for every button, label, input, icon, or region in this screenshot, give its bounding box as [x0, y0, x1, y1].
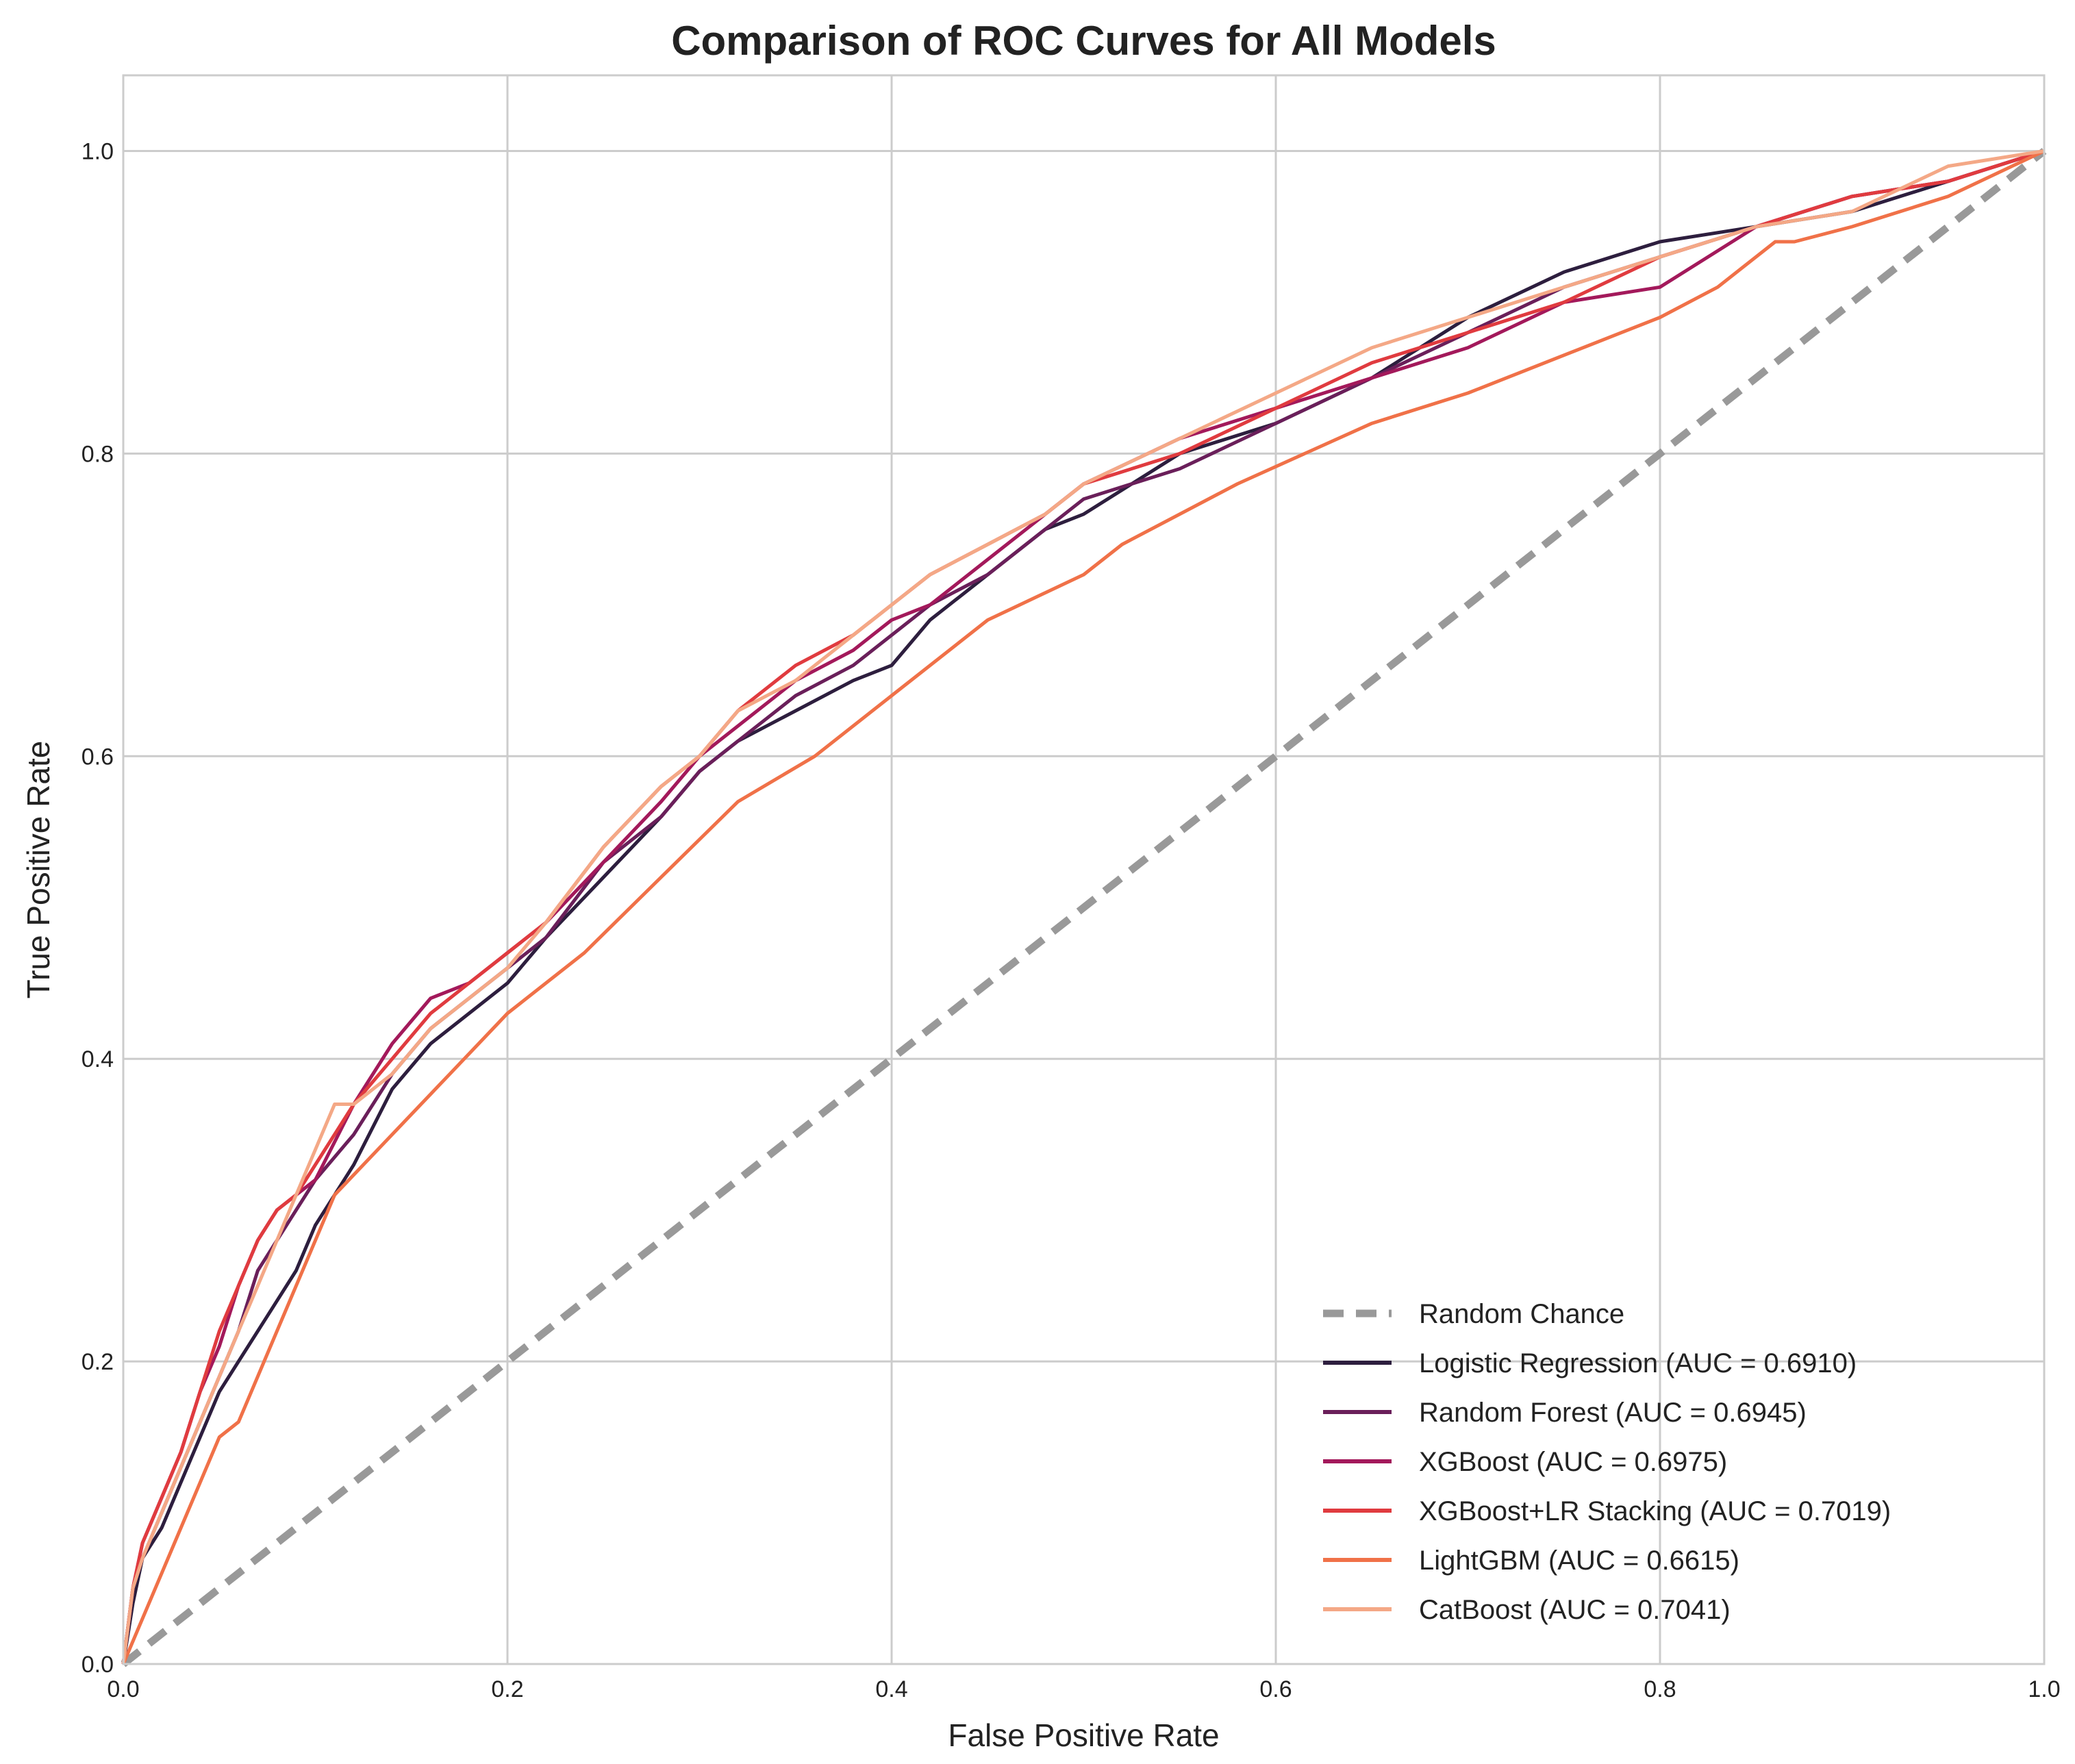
series-line-6 — [121, 149, 2045, 1665]
x-tick-label: 0.0 — [107, 1676, 139, 1702]
x-tick-label: 1.0 — [2028, 1676, 2060, 1702]
grid-layer — [122, 75, 2046, 1665]
y-tick-label: 0.4 — [81, 1046, 114, 1072]
legend: Random Chance Logistic Regression (AUC = … — [1323, 1299, 1891, 1625]
y-axis-label: True Positive Rate — [21, 741, 56, 999]
legend-label: CatBoost (AUC = 0.7041) — [1419, 1595, 1731, 1625]
y-tick-label: 1.0 — [81, 138, 114, 164]
x-tick-label: 0.6 — [1259, 1676, 1292, 1702]
legend-label: LightGBM (AUC = 0.6615) — [1419, 1546, 1739, 1576]
x-tick-label: 0.4 — [875, 1676, 907, 1702]
x-tick-label: 0.8 — [1644, 1676, 1676, 1702]
legend-label: XGBoost+LR Stacking (AUC = 0.7019) — [1419, 1496, 1891, 1526]
series-line-5 — [121, 149, 2046, 1665]
series-layer — [121, 148, 2047, 1667]
series-line-3 — [121, 149, 2045, 1665]
y-tick-label: 0.8 — [81, 441, 114, 467]
x-tick-label: 0.2 — [491, 1676, 523, 1702]
legend-label: Random Forest (AUC = 0.6945) — [1419, 1398, 1807, 1428]
tick-layer: 0.0 0.2 0.4 0.6 0.8 1.0 0.0 0.2 0.4 0.6 0.8 1.0 — [81, 138, 2061, 1702]
y-tick-label: 0.0 — [81, 1652, 114, 1678]
chart-title: Comparison of ROC Curves for All Models — [671, 18, 1496, 64]
plot-frame — [122, 74, 2046, 1665]
x-axis-label: False Positive Rate — [948, 1717, 1219, 1753]
series-line-0 — [121, 148, 2047, 1667]
y-tick-label: 0.2 — [81, 1349, 114, 1375]
legend-label: Random Chance — [1419, 1299, 1624, 1329]
legend-label: Logistic Regression (AUC = 0.6910) — [1419, 1348, 1857, 1378]
legend-label: XGBoost (AUC = 0.6975) — [1419, 1447, 1727, 1477]
y-tick-label: 0.6 — [81, 744, 114, 770]
